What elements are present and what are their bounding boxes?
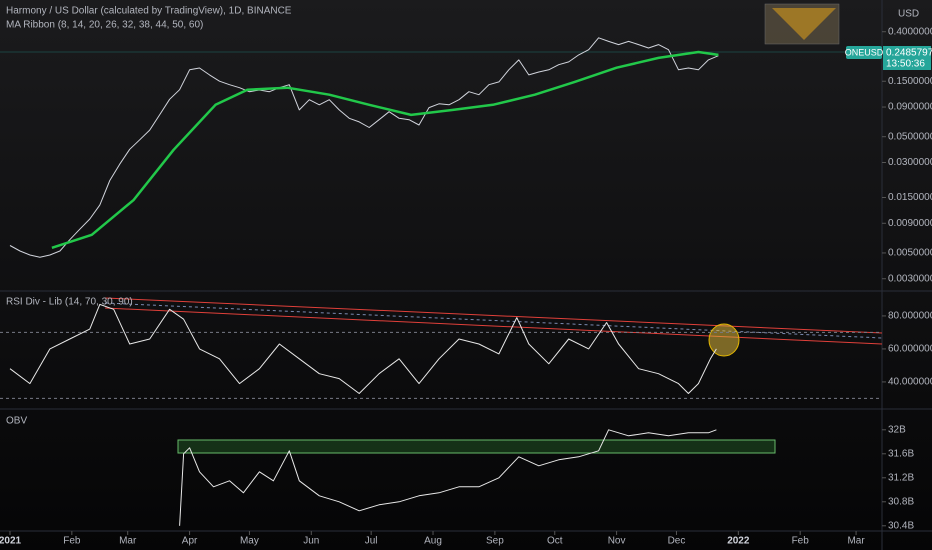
highlight-circle (708, 323, 740, 357)
y-tick-label: 0.00500000 (888, 248, 932, 259)
obv-range-box (177, 439, 776, 454)
x-tick-label: Sep (486, 536, 504, 547)
y-tick-label: 0.00900000 (888, 218, 932, 229)
price-badge (883, 46, 931, 70)
y-tick-label: 0.03000000 (888, 157, 932, 168)
y-tick-label: 0.40000000 (888, 26, 932, 37)
y-tick-label: 0.09000000 (888, 102, 932, 113)
y-tick-label: 80.00000000 (888, 311, 932, 322)
series-line (179, 429, 717, 526)
series-line (9, 303, 717, 394)
x-tick-label: Aug (424, 536, 442, 547)
rsi-title: RSI Div - Lib (14, 70, 30, 90) (6, 297, 133, 308)
watermark-logo (764, 3, 840, 45)
x-tick-label: Oct (547, 536, 563, 547)
x-tick-label: Jul (365, 536, 378, 547)
series-line (9, 37, 719, 258)
series-line (51, 50, 719, 249)
symbol-badge (846, 46, 882, 59)
x-tick-label: Dec (668, 536, 686, 547)
x-tick-label: 2022 (727, 536, 750, 547)
x-tick-label: 2021 (0, 536, 22, 547)
x-tick-label: Jun (303, 536, 319, 547)
last-price: 0.24857978 (886, 48, 932, 59)
y-tick-label: 0.01500000 (888, 192, 932, 203)
indicator-label: MA Ribbon (8, 14, 20, 26, 32, 38, 44, 50… (6, 20, 203, 31)
y-tick-label: 31.2B (888, 472, 914, 483)
y-tick-label: 30.8B (888, 496, 914, 507)
x-tick-label: Mar (119, 536, 137, 547)
x-tick-label: Apr (182, 536, 198, 547)
x-tick-label: Feb (63, 536, 81, 547)
rsi-trendline (104, 297, 883, 334)
symbol-label: ONEUSD (845, 47, 884, 57)
currency-label: USD (898, 9, 919, 20)
chart-title: Harmony / US Dollar (calculated by Tradi… (6, 6, 292, 17)
obv-title: OBV (6, 416, 27, 427)
y-tick-label: 0.05000000 (888, 131, 932, 142)
y-tick-label: 32B (888, 424, 906, 435)
countdown: 13:50:36 (886, 59, 925, 70)
rsi-trendline (104, 307, 883, 345)
x-tick-label: May (240, 536, 259, 547)
x-tick-label: Mar (847, 536, 865, 547)
x-tick-label: Feb (792, 536, 810, 547)
y-tick-label: 0.15000000 (888, 76, 932, 87)
y-tick-label: 0.00300000 (888, 273, 932, 284)
y-tick-label: 30.4B (888, 520, 914, 531)
y-tick-label: 31.6B (888, 448, 914, 459)
x-tick-label: Nov (608, 536, 626, 547)
y-tick-label: 40.00000000 (888, 377, 932, 388)
y-tick-label: 60.00000000 (888, 344, 932, 355)
